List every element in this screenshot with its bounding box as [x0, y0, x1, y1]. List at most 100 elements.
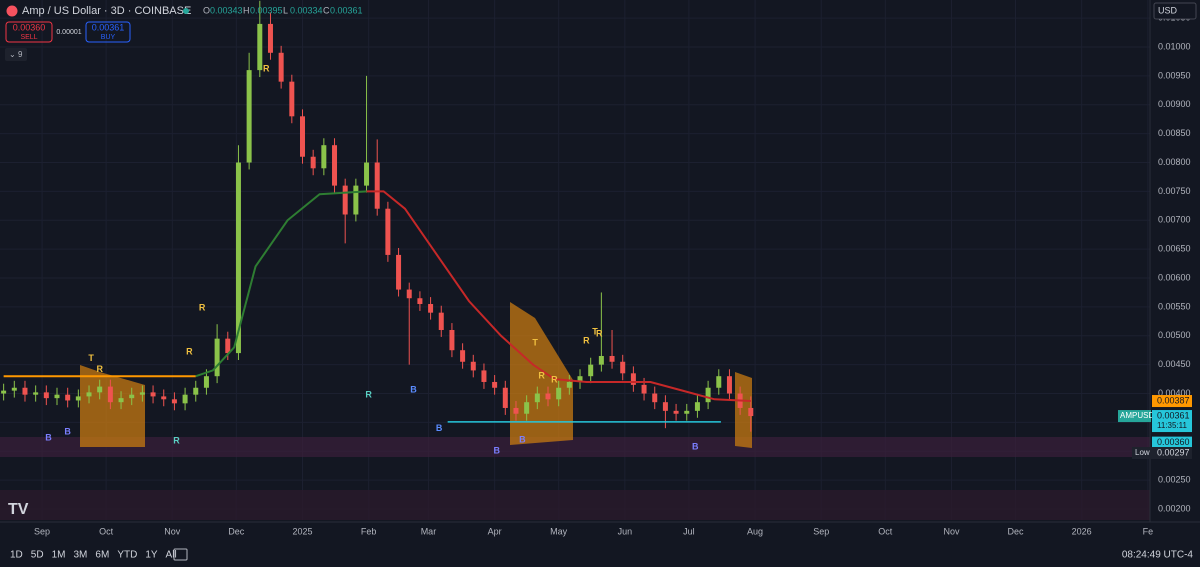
last-price-tag	[1152, 410, 1192, 433]
candle-body	[33, 392, 39, 395]
candle-body	[310, 156, 316, 169]
buy-label: BUY	[101, 34, 116, 41]
candle-body	[620, 361, 626, 374]
candle-body	[513, 407, 519, 414]
sell-button[interactable]	[5, 21, 53, 43]
price-tag	[1152, 395, 1192, 408]
candle-body	[43, 392, 49, 399]
ohlc-value: 0.00361	[330, 5, 363, 15]
y-tick-label: 0.00950	[1158, 70, 1191, 80]
x-tick-label: Aug	[747, 526, 763, 536]
candle-body	[150, 392, 156, 397]
x-tick-label: Oct	[99, 526, 114, 536]
x-tick-label: Apr	[488, 526, 502, 536]
ohlc-key: C	[323, 5, 330, 15]
low-tag	[1152, 447, 1192, 460]
candle-body	[11, 387, 17, 391]
candle-body	[75, 396, 81, 401]
candle-body	[748, 407, 754, 417]
spread: 0.00001	[56, 29, 81, 36]
currency-selector[interactable]	[1153, 2, 1197, 20]
candle-body	[598, 355, 604, 365]
timeframe-button[interactable]: YTD	[117, 550, 137, 561]
signal-marker: R	[186, 346, 193, 356]
timeframe-button[interactable]: 1D	[10, 550, 23, 561]
x-tick-label: Feb	[361, 526, 377, 536]
candle-body	[246, 70, 252, 163]
sell-price: 0.00360	[13, 22, 46, 32]
x-tick-label: Jul	[683, 526, 695, 536]
footer	[0, 543, 1200, 567]
tv-logo: TV	[8, 501, 29, 518]
candle-body	[492, 381, 498, 388]
symbol-logo	[6, 5, 18, 17]
x-tick-label: Dec	[1008, 526, 1025, 536]
last-price-label: 0.00361	[1157, 410, 1190, 420]
candle-body	[438, 312, 444, 330]
clock: 08:24:49 UTC-4	[1122, 550, 1194, 561]
candle-body	[534, 393, 540, 403]
timeframe-button[interactable]: 1M	[52, 550, 66, 561]
signal-marker: R	[199, 302, 206, 312]
candle-body	[577, 376, 583, 382]
candle-body	[225, 338, 231, 354]
signal-marker: R	[583, 335, 590, 345]
candle-body	[374, 162, 380, 209]
y-tick-label: 0.00450	[1158, 359, 1191, 369]
signal-marker: R	[551, 375, 558, 385]
candle-body	[54, 394, 60, 399]
ohlc-key: L	[283, 5, 288, 15]
signal-marker: R	[263, 63, 270, 73]
x-tick-label: 2026	[1072, 526, 1092, 536]
timeframe-button[interactable]: All	[166, 550, 177, 561]
y-tick-label: 0.00700	[1158, 215, 1191, 225]
candle-body	[267, 23, 273, 53]
candle-body	[235, 162, 241, 354]
candle-body	[641, 384, 647, 394]
x-tick-label: Sep	[813, 526, 829, 536]
chevron: ⌄	[9, 50, 16, 59]
y-tick-label: 0.00850	[1158, 128, 1191, 138]
timeframe-button[interactable]: 1Y	[145, 550, 158, 561]
buy-button[interactable]	[85, 21, 131, 43]
candle-body	[321, 145, 327, 169]
signal-marker: B	[692, 442, 699, 452]
candle-body	[662, 402, 668, 411]
volume-box	[735, 372, 752, 448]
lower-zone	[0, 490, 1150, 520]
candle-body	[449, 329, 455, 351]
signal-marker: B	[519, 435, 526, 445]
candle-body	[566, 381, 572, 388]
symbol-tag	[1118, 410, 1151, 423]
candle-body	[278, 52, 284, 82]
date-range-icon[interactable]	[173, 548, 188, 561]
candle-body	[726, 376, 732, 394]
signal-marker: R	[365, 390, 372, 400]
x-tick-label: Nov	[164, 526, 181, 536]
indicator-line	[366, 190, 751, 403]
candle-body	[630, 373, 636, 385]
candle-body	[385, 208, 391, 255]
candle-body	[406, 289, 412, 299]
y-tick-label: 0.00500	[1158, 330, 1191, 340]
y-tick-label: 0.01000	[1158, 41, 1191, 51]
y-tick-label: 0.00600	[1158, 272, 1191, 282]
candle-body	[193, 387, 199, 395]
indicator-toggle[interactable]	[5, 48, 27, 61]
candle-body	[214, 338, 220, 377]
signal-marker: B	[45, 432, 52, 442]
signal-marker: R	[173, 435, 180, 445]
timeframe-button[interactable]: 5D	[31, 550, 44, 561]
candle-body	[652, 393, 658, 403]
x-tick-label: May	[550, 526, 568, 536]
candle-body	[694, 402, 700, 411]
low-name-tag	[1132, 447, 1152, 460]
candle-body	[257, 23, 263, 71]
candle-body	[545, 393, 551, 400]
timeframe-button[interactable]: 3M	[74, 550, 88, 561]
sell-label: SELL	[20, 34, 37, 41]
candle-body	[460, 350, 466, 362]
timeframe-button[interactable]: 6M	[95, 550, 109, 561]
signal-marker: B	[436, 423, 443, 433]
